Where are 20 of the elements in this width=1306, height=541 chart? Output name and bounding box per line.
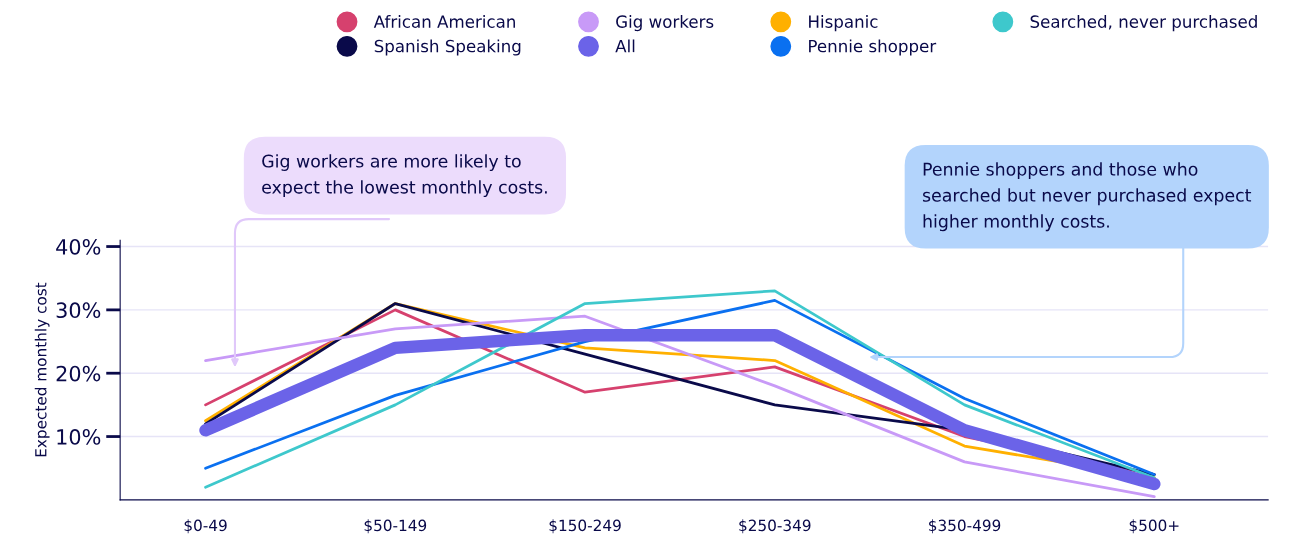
text: Pennie shoppers and those who searched but never purchased expect higher monthly costs. <box>922 162 1252 232</box>
y-tick-label: 10% <box>57 429 101 445</box>
text: Gig workers are more likely to expect the lowest monthly costs. <box>262 154 547 198</box>
legend-label: Searched, never purchased <box>1030 15 1257 32</box>
x-tick-label: $250-349 <box>739 519 811 534</box>
y-tick-label: 20% <box>56 365 101 382</box>
x-tick-label: $350-499 <box>929 519 1001 534</box>
y-tick-label: 40% <box>56 238 101 255</box>
y-axis-title: Expected monthly cost <box>34 282 50 457</box>
x-tick-label: $0-49 <box>184 519 227 534</box>
legend-label: Spanish Speaking <box>374 39 521 56</box>
y-tick-label: 30% <box>56 302 101 319</box>
x-tick-label: $500+ <box>1129 519 1179 534</box>
legend-label: All <box>615 39 635 53</box>
legend-label: Pennie shopper <box>809 39 937 56</box>
x-tick-label: $50-149 <box>364 519 427 534</box>
legend-label: Hispanic <box>809 15 878 32</box>
legend-label: African American <box>373 15 515 28</box>
legend-label: Gig workers <box>616 15 714 32</box>
x-tick-label: $150-249 <box>549 519 621 534</box>
